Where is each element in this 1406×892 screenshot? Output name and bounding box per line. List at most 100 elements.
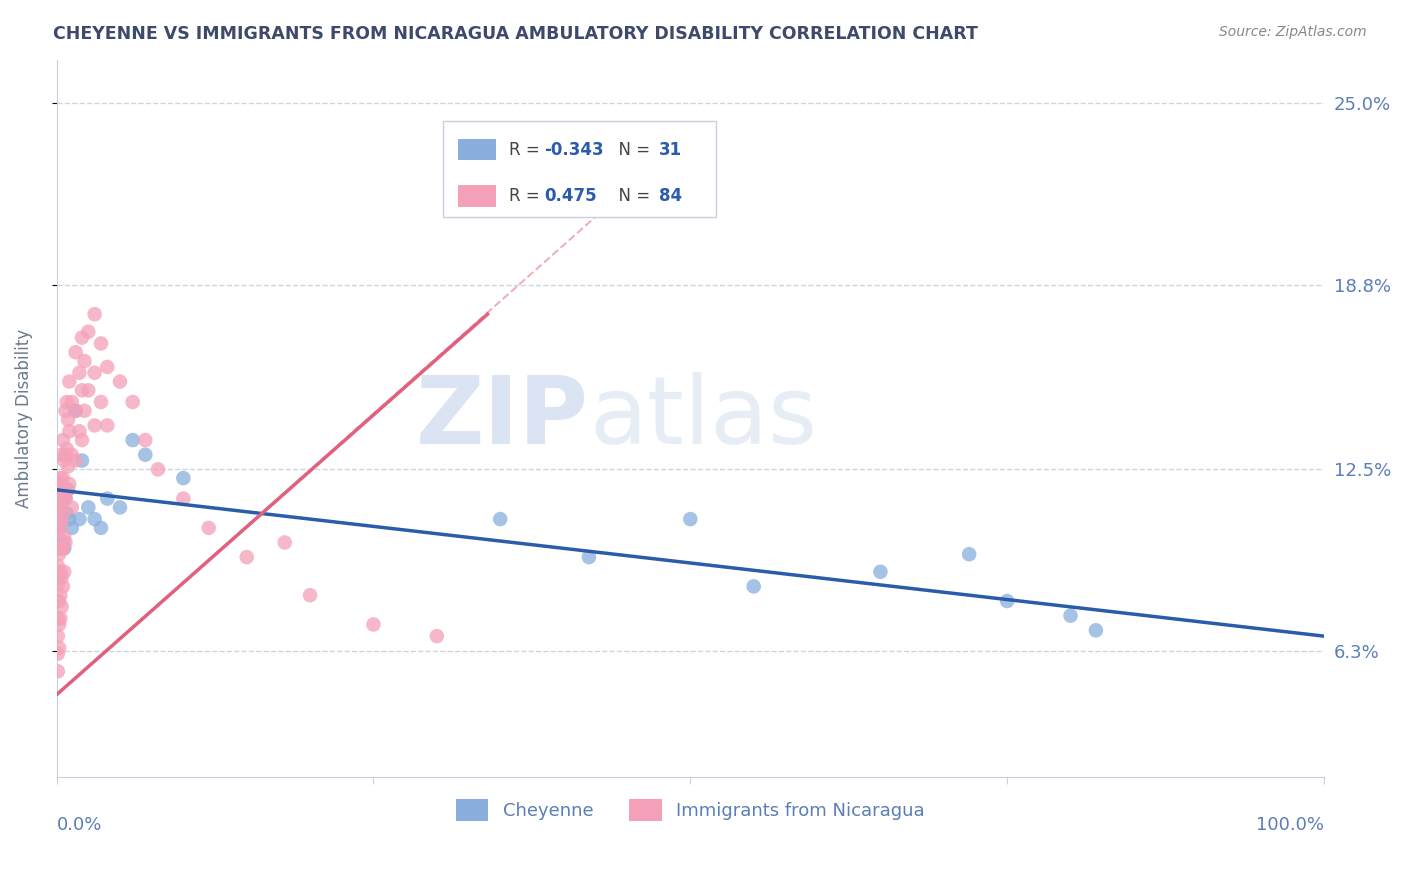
Point <box>83 366 105 380</box>
Point <box>426 629 449 643</box>
Point <box>869 565 891 579</box>
Point <box>51 571 73 585</box>
Text: 31: 31 <box>658 141 682 159</box>
Point <box>51 491 73 506</box>
Point <box>60 448 83 462</box>
Point <box>56 412 79 426</box>
Point <box>65 404 87 418</box>
Point <box>55 483 77 497</box>
Point <box>51 599 73 614</box>
Point <box>90 336 112 351</box>
Point <box>56 483 79 497</box>
Point <box>73 354 96 368</box>
Point <box>957 547 980 561</box>
Point <box>46 594 69 608</box>
Point <box>46 629 69 643</box>
Text: 0.0%: 0.0% <box>56 816 103 834</box>
Point <box>108 375 131 389</box>
Point <box>77 500 100 515</box>
Point <box>48 521 70 535</box>
Point <box>53 541 76 556</box>
Point <box>578 550 600 565</box>
Point <box>48 500 70 515</box>
Point <box>52 506 75 520</box>
Point <box>46 477 69 491</box>
Point <box>73 404 96 418</box>
Point <box>83 307 105 321</box>
Point <box>52 535 75 549</box>
Point <box>1059 608 1081 623</box>
Bar <box>458 139 496 161</box>
Point <box>49 494 72 508</box>
Text: 0.475: 0.475 <box>544 187 598 205</box>
Point <box>70 453 93 467</box>
Point <box>48 477 70 491</box>
Point <box>46 521 69 535</box>
Point <box>235 550 257 565</box>
Point <box>77 325 100 339</box>
Point <box>995 594 1018 608</box>
Legend: Cheyenne, Immigrants from Nicaragua: Cheyenne, Immigrants from Nicaragua <box>449 792 932 829</box>
Point <box>83 512 105 526</box>
Point <box>49 512 72 526</box>
Point <box>53 530 76 544</box>
Point <box>58 512 80 526</box>
Point <box>53 453 76 467</box>
Point <box>121 433 143 447</box>
Point <box>48 617 70 632</box>
Text: -0.343: -0.343 <box>544 141 605 159</box>
Point <box>52 579 75 593</box>
Point <box>134 433 156 447</box>
Text: R =: R = <box>509 141 546 159</box>
Point <box>67 366 90 380</box>
Point <box>55 506 77 520</box>
Point <box>48 594 70 608</box>
Point <box>46 665 69 679</box>
Point <box>46 483 69 497</box>
Point <box>51 448 73 462</box>
Point <box>51 512 73 526</box>
Point <box>77 384 100 398</box>
Text: 100.0%: 100.0% <box>1256 816 1324 834</box>
Point <box>172 491 194 506</box>
Point <box>70 384 93 398</box>
Point <box>60 500 83 515</box>
Point <box>51 483 73 497</box>
Point <box>363 617 385 632</box>
Point <box>56 459 79 474</box>
Point <box>53 565 76 579</box>
Point <box>58 424 80 438</box>
Point <box>1084 624 1107 638</box>
Point <box>96 359 118 374</box>
Point <box>65 345 87 359</box>
Text: N =: N = <box>607 187 655 205</box>
Point <box>48 524 70 538</box>
Text: atlas: atlas <box>589 372 817 464</box>
Point <box>46 558 69 573</box>
Point <box>46 541 69 556</box>
Point <box>58 375 80 389</box>
Text: 84: 84 <box>658 187 682 205</box>
Text: N =: N = <box>607 141 655 159</box>
Point <box>55 442 77 456</box>
Point <box>49 588 72 602</box>
Point <box>146 462 169 476</box>
Point <box>65 453 87 467</box>
Point <box>49 471 72 485</box>
Point <box>299 588 322 602</box>
Point <box>52 433 75 447</box>
Bar <box>458 186 496 207</box>
Point <box>70 331 93 345</box>
Text: R =: R = <box>509 187 546 205</box>
Point <box>55 404 77 418</box>
Point <box>274 535 297 549</box>
Point <box>55 491 77 506</box>
Text: Source: ZipAtlas.com: Source: ZipAtlas.com <box>1219 25 1367 39</box>
Point <box>489 512 512 526</box>
Point <box>49 517 72 532</box>
Point <box>197 521 219 535</box>
Point <box>53 491 76 506</box>
Point <box>67 424 90 438</box>
Y-axis label: Ambulatory Disability: Ambulatory Disability <box>15 328 32 508</box>
Point <box>96 491 118 506</box>
